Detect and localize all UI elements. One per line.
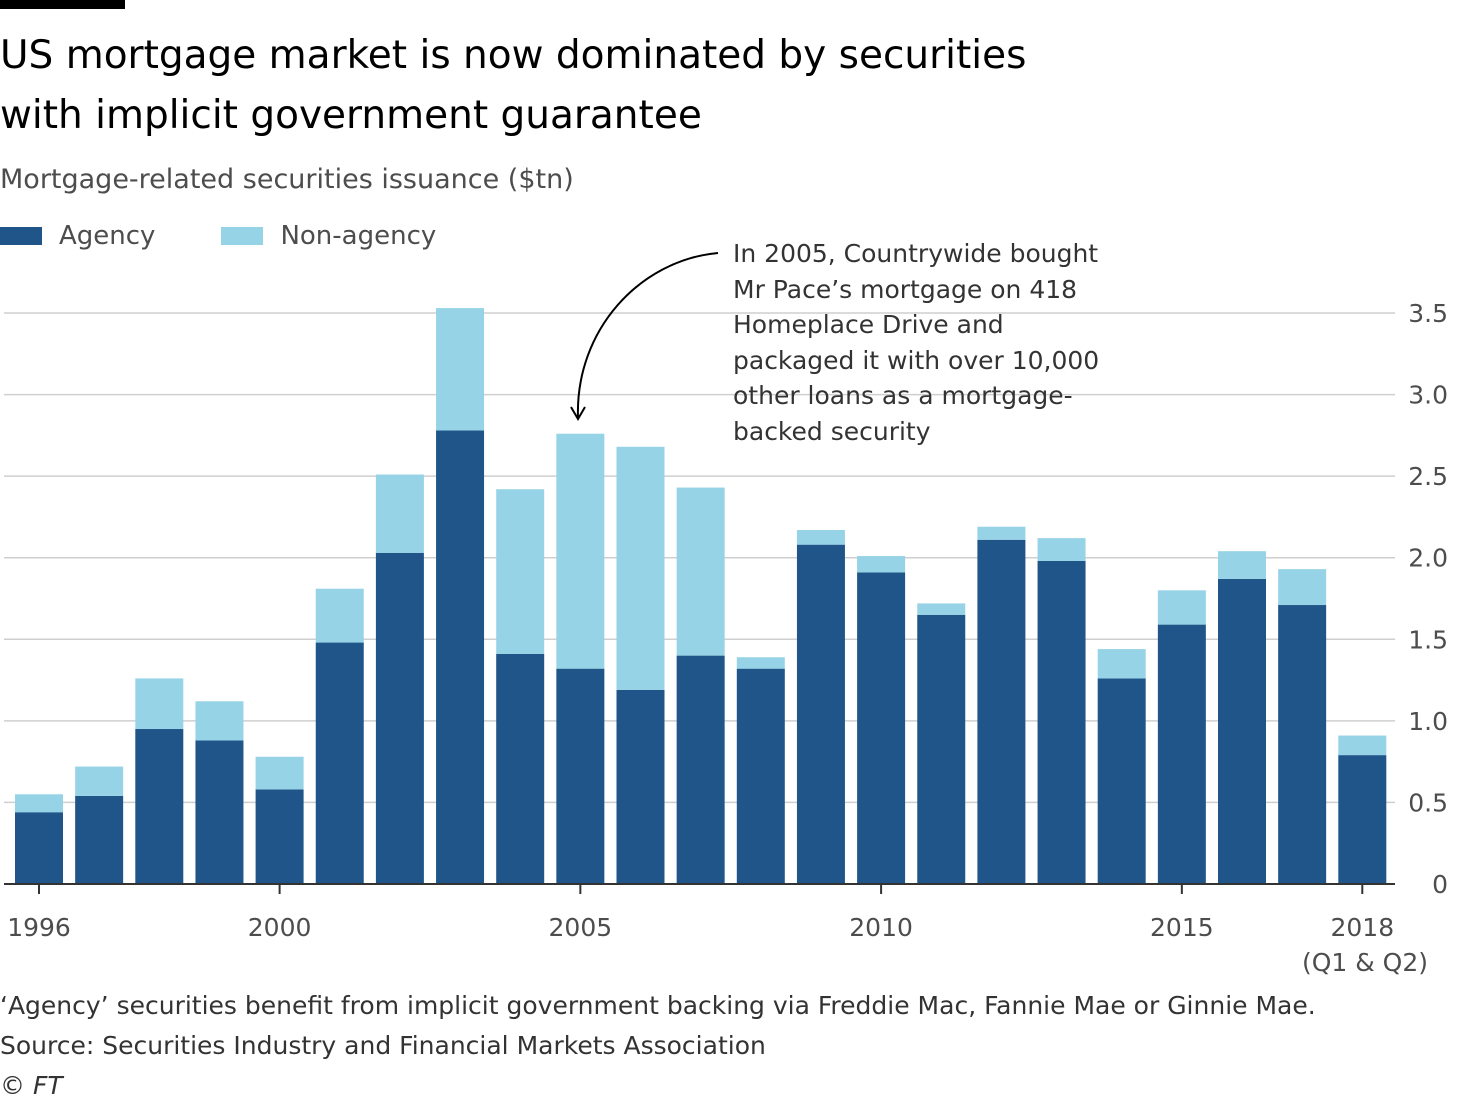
bar-non-agency-2011 xyxy=(917,603,966,615)
bar-agency-2011 xyxy=(917,614,966,884)
annotation-arrow xyxy=(570,252,719,421)
bar-agency-1999 xyxy=(195,740,244,884)
bar-non-agency-2007 xyxy=(676,487,725,656)
footnote: ‘Agency’ securities benefit from implici… xyxy=(0,986,1316,1106)
bar-non-agency-2000 xyxy=(255,756,304,790)
bar-non-agency-2004 xyxy=(496,489,545,654)
bar-non-agency-2005 xyxy=(556,433,605,669)
legend-swatch-non-agency xyxy=(221,227,264,245)
bar-agency-2000 xyxy=(255,789,304,884)
bar-non-agency-2013 xyxy=(1037,538,1086,561)
y-tick-label: 2.0 xyxy=(1408,544,1448,573)
bar-non-agency-2015 xyxy=(1157,590,1206,625)
y-tick-label: 2.5 xyxy=(1408,462,1448,491)
y-tick-label: 3.0 xyxy=(1408,381,1448,410)
bar-agency-2001 xyxy=(315,642,364,884)
bar-non-agency-2009 xyxy=(796,529,845,545)
bar-non-agency-2018 xyxy=(1338,735,1387,756)
bar-agency-1996 xyxy=(15,812,63,884)
bar-non-agency-2017 xyxy=(1278,569,1327,606)
bar-non-agency-2003 xyxy=(436,308,485,431)
x-tick-label-2015: 2015 xyxy=(1150,913,1214,942)
ft-top-rule xyxy=(0,0,125,9)
bar-agency-2016 xyxy=(1218,578,1266,884)
legend-label-non-agency: Non-agency xyxy=(280,221,437,251)
x-tick-label-2000: 2000 xyxy=(248,913,312,942)
bar-agency-2015 xyxy=(1157,624,1206,884)
bar-non-agency-2016 xyxy=(1218,551,1266,579)
bar-non-agency-1998 xyxy=(135,678,184,730)
bar-non-agency-2012 xyxy=(977,526,1026,540)
bar-agency-2017 xyxy=(1278,605,1327,884)
bar-non-agency-2008 xyxy=(736,657,785,669)
y-tick-label: 1.5 xyxy=(1408,625,1448,654)
bar-non-agency-2010 xyxy=(857,556,906,573)
legend-item-agency: Agency xyxy=(0,221,155,251)
bar-agency-2002 xyxy=(375,552,424,884)
x-tick-label-2010: 2010 xyxy=(849,913,913,942)
bar-non-agency-2002 xyxy=(375,474,424,553)
x-tick-label-2018: 2018 xyxy=(1330,913,1394,942)
legend-swatch-agency xyxy=(0,227,42,245)
x-tick-label-2005: 2005 xyxy=(549,913,613,942)
bar-non-agency-2001 xyxy=(315,588,364,643)
chart-subtitle: Mortgage-related securities issuance ($t… xyxy=(0,164,574,195)
y-tick-label: 0.5 xyxy=(1408,788,1448,817)
bar-non-agency-1997 xyxy=(75,766,124,796)
bar-agency-2003 xyxy=(436,430,485,884)
bar-agency-2007 xyxy=(676,655,725,884)
bar-agency-2009 xyxy=(796,544,845,884)
axes: 0 0.5 1.0 1.5 2.0 2.5 3.0 3.5 1996 2000 2005 2010 20… xyxy=(4,299,1448,977)
annotation-arrow-line xyxy=(576,252,719,419)
footnote-source: Source: Securities Industry and Financia… xyxy=(0,1031,766,1060)
bar-agency-2012 xyxy=(977,539,1026,884)
bar-agency-2018 xyxy=(1338,755,1387,884)
x-tick-label-1996: 1996 xyxy=(7,913,71,942)
bar-agency-1997 xyxy=(75,795,124,884)
bar-agency-2014 xyxy=(1097,678,1146,884)
bar-non-agency-2006 xyxy=(616,446,665,690)
y-tick-label: 1.0 xyxy=(1408,707,1448,736)
bar-non-agency-2014 xyxy=(1097,649,1146,679)
bar-agency-2004 xyxy=(496,653,545,884)
legend-label-agency: Agency xyxy=(59,221,156,251)
bar-agency-2005 xyxy=(556,668,605,884)
annotation-text: In 2005, Countrywide bought Mr Pace’s mo… xyxy=(733,239,1100,446)
legend: Agency Non-agency xyxy=(0,218,502,254)
x-tick-sublabel: (Q1 & Q2) xyxy=(1302,948,1428,977)
bar-agency-2010 xyxy=(857,572,906,884)
bar-agency-1998 xyxy=(135,729,184,884)
y-tick-label: 0 xyxy=(1432,870,1448,899)
legend-item-non-agency: Non-agency xyxy=(221,221,436,251)
bar-non-agency-1996 xyxy=(15,794,63,813)
bar-non-agency-1999 xyxy=(195,701,244,741)
footnote-note: ‘Agency’ securities benefit from implici… xyxy=(0,991,1316,1020)
bar-agency-2006 xyxy=(616,689,665,884)
bars xyxy=(15,308,1387,884)
y-tick-label: 3.5 xyxy=(1408,299,1448,328)
annotation-arrow-head xyxy=(570,406,586,421)
chart-title: US mortgage market is now dominated by s… xyxy=(0,33,1027,138)
bar-agency-2013 xyxy=(1037,560,1086,884)
footnote-credit: © FT xyxy=(0,1071,63,1100)
bar-agency-2008 xyxy=(736,668,785,884)
